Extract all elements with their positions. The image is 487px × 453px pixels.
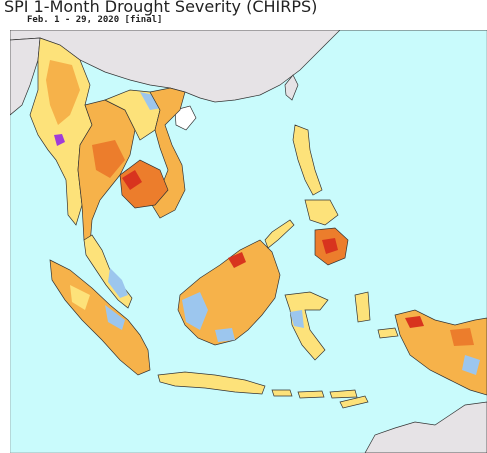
hainan-island bbox=[174, 105, 197, 131]
papua-wet-patch bbox=[462, 355, 480, 375]
papua-severe-patch bbox=[450, 328, 474, 346]
vietnam-region bbox=[149, 87, 186, 219]
palawan-island bbox=[264, 219, 295, 249]
sumatra-wet-patch bbox=[105, 305, 125, 330]
map-title: SPI 1-Month Drought Severity (CHIRPS) bbox=[4, 0, 318, 16]
australia-landmass bbox=[364, 401, 487, 453]
drought-map bbox=[10, 30, 487, 453]
java-island bbox=[157, 371, 266, 395]
borneo-extreme-north bbox=[228, 252, 246, 268]
mindanao-extreme-patch bbox=[322, 238, 338, 254]
luzon-island bbox=[292, 124, 323, 196]
sumatra-dry-patch bbox=[70, 285, 90, 310]
myanmar-dry-core bbox=[46, 60, 80, 125]
sulawesi-island bbox=[284, 291, 329, 361]
myanmar-wet-patch bbox=[54, 134, 65, 146]
borneo-wet-south bbox=[215, 328, 235, 342]
visayas-islands bbox=[304, 199, 339, 226]
cambodia-extreme-patch bbox=[122, 170, 142, 190]
borneo-wet-west bbox=[182, 292, 208, 330]
thailand-severe-patch bbox=[92, 140, 125, 178]
papua-extreme-patch bbox=[405, 316, 424, 328]
timor-island bbox=[339, 395, 369, 409]
sulawesi-wet-patch bbox=[290, 310, 304, 328]
taiwan-island bbox=[284, 74, 299, 101]
maluku-islands bbox=[354, 291, 399, 339]
malaysia-wet-patch bbox=[108, 268, 128, 298]
map-date-range: Feb. 1 - 29, 2020 [final] bbox=[27, 15, 163, 25]
lesser-sunda-islands bbox=[271, 389, 358, 399]
